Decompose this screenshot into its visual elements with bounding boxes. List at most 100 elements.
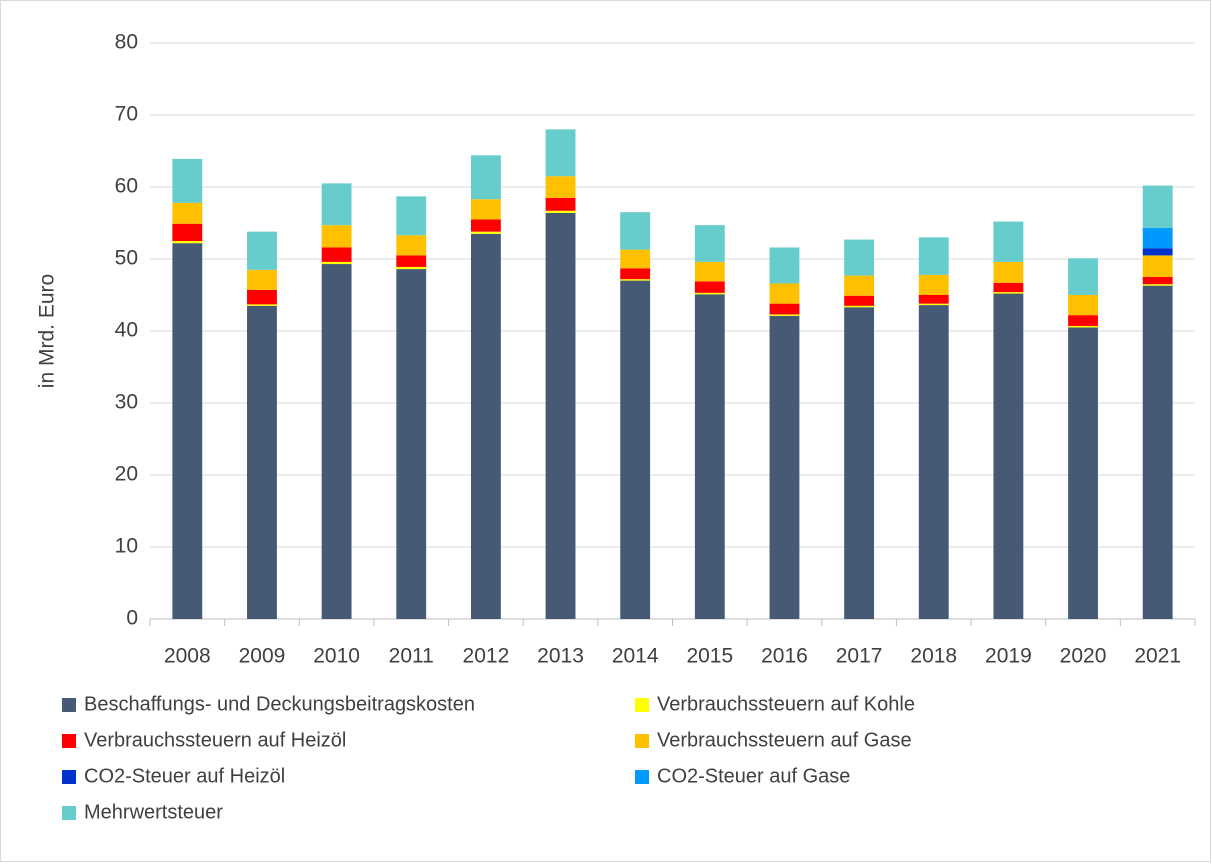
x-tick-label: 2019 (985, 645, 1032, 668)
legend-swatch (62, 806, 76, 820)
bar-segment (769, 247, 800, 284)
bar-segment (993, 293, 1024, 619)
legend-label: CO2-Steuer auf Heizöl (84, 765, 285, 787)
bar-segment (769, 303, 800, 315)
bar-segment (172, 241, 203, 244)
bar-segment (545, 212, 576, 620)
bar-segment (172, 243, 203, 619)
bar-segment (918, 303, 949, 306)
x-tick-label: 2018 (910, 645, 957, 668)
bar-segment (470, 233, 501, 620)
legend-label: Verbrauchssteuern auf Kohle (657, 693, 915, 715)
y-tick-label: 60 (115, 175, 138, 198)
bar-segment (470, 199, 501, 220)
bar-segment (396, 269, 427, 619)
bar-segment (844, 305, 875, 308)
y-tick-label: 50 (115, 247, 138, 270)
bar-segment (694, 292, 725, 295)
x-tick-label: 2013 (537, 645, 584, 668)
x-tick-label: 2021 (1134, 645, 1181, 668)
legend-label: CO2-Steuer auf Gase (657, 765, 850, 787)
legend-label: Beschaffungs- und Deckungsbeitragskosten (84, 693, 475, 715)
legend-label: Mehrwertsteuer (84, 801, 223, 823)
bar-segment (844, 275, 875, 296)
y-tick-label: 40 (115, 319, 138, 342)
bar-segment (844, 239, 875, 276)
bar-segment (396, 266, 427, 270)
bar-segment (1068, 295, 1098, 316)
bar-segment (1142, 248, 1173, 256)
bar-segment (769, 314, 800, 316)
legend-swatch (635, 698, 649, 712)
legend-swatch (62, 770, 76, 784)
bar-segment (396, 255, 427, 267)
bar-segment (918, 274, 949, 295)
bar-segment (321, 225, 352, 248)
bar-segment (545, 197, 576, 211)
bar-segment (247, 304, 277, 306)
x-tick-label: 2015 (686, 645, 733, 668)
bar-segment (844, 307, 875, 619)
bar-segment (993, 221, 1024, 262)
bar-segment (918, 295, 949, 304)
bar-segment (620, 268, 651, 280)
legend-swatch (62, 734, 76, 748)
y-tick-label: 30 (115, 391, 138, 414)
bar-segment (470, 155, 501, 200)
x-tick-label: 2008 (164, 645, 211, 668)
bar-segment (172, 158, 203, 203)
bar-segment (918, 237, 949, 275)
x-tick-label: 2017 (836, 645, 883, 668)
legend-swatch (635, 734, 649, 748)
bar-segment (1142, 285, 1173, 619)
bar-segment (396, 196, 427, 236)
bar-segment (1068, 325, 1098, 328)
bar-segment (545, 210, 576, 213)
x-tick-label: 2016 (761, 645, 808, 668)
bar-segment (1068, 327, 1098, 619)
bar-segment (620, 249, 651, 269)
bar-segment (1142, 284, 1173, 286)
y-axis-title: in Mrd. Euro (36, 274, 59, 388)
bar-segment (470, 219, 501, 232)
bar-segment (620, 280, 651, 619)
bar-segment (396, 235, 427, 256)
y-tick-label: 0 (126, 607, 138, 630)
legend-label: Verbrauchssteuern auf Gase (657, 729, 912, 751)
bar-segment (247, 231, 277, 270)
bar-segment (247, 269, 277, 290)
x-tick-label: 2010 (313, 645, 360, 668)
bar-segment (247, 305, 277, 619)
bar-segment (694, 225, 725, 262)
bar-segment (1068, 258, 1098, 295)
bar-segment (172, 223, 203, 241)
bar-segment (545, 129, 576, 177)
bar-segment (694, 281, 725, 293)
bar-segment (694, 294, 725, 619)
legend-label: Verbrauchssteuern auf Heizöl (84, 729, 346, 751)
bar-segment (993, 292, 1024, 294)
legend-swatch (62, 698, 76, 712)
bar-segment (620, 212, 651, 250)
bar-segment (321, 183, 352, 226)
x-tick-label: 2009 (239, 645, 286, 668)
x-tick-label: 2020 (1060, 645, 1107, 668)
x-tick-label: 2014 (612, 645, 659, 668)
legend-swatch (635, 770, 649, 784)
bar-segment (1068, 315, 1098, 326)
bar-segment (918, 305, 949, 619)
bar-segment (172, 202, 203, 224)
bar-segment (545, 176, 576, 198)
bar-segment (620, 279, 651, 281)
bar-segment (247, 289, 277, 305)
bar-segment (769, 315, 800, 619)
bar-segment (1142, 185, 1173, 229)
bar-segment (1142, 255, 1173, 277)
y-tick-label: 20 (115, 463, 138, 486)
bar-segment (470, 231, 501, 234)
bar-segment (321, 247, 352, 262)
bar-segment (993, 261, 1024, 283)
bar-segment (321, 261, 352, 265)
bar-segment (769, 283, 800, 304)
